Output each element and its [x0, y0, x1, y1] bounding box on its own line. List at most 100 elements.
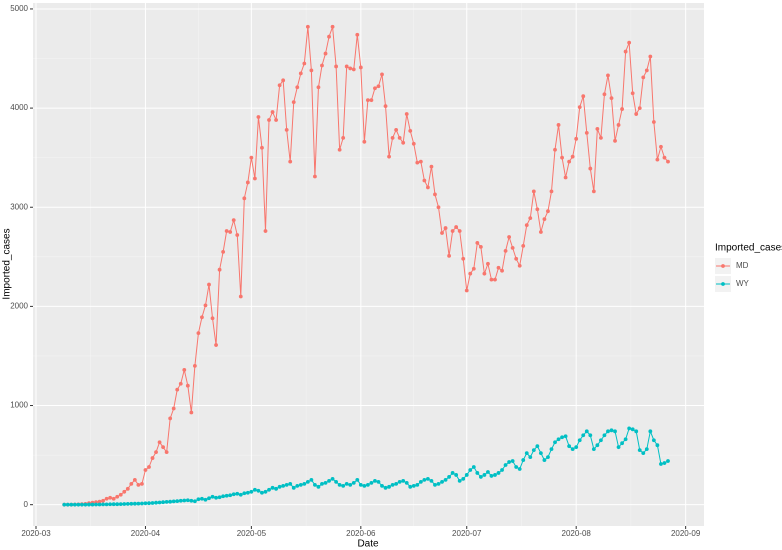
data-point: [457, 478, 462, 483]
data-point: [507, 235, 512, 239]
legend-label: WY: [736, 279, 750, 288]
data-point: [221, 249, 226, 254]
data-point: [245, 490, 250, 495]
data-point: [464, 473, 469, 477]
data-point: [143, 501, 148, 506]
data-point: [111, 496, 116, 501]
x-tick-label: 2020-08: [562, 529, 592, 538]
data-point: [581, 94, 586, 99]
data-point: [538, 451, 543, 456]
data-point: [546, 455, 550, 459]
data-point: [104, 496, 109, 501]
data-point: [302, 61, 307, 66]
data-point: [591, 189, 596, 194]
x-axis-title: Date: [357, 539, 379, 550]
data-point: [422, 178, 427, 183]
data-point: [503, 463, 508, 467]
data-point: [387, 154, 391, 159]
data-point: [531, 189, 536, 194]
data-point: [577, 105, 582, 110]
data-point: [362, 139, 367, 144]
data-point: [291, 100, 296, 105]
data-point: [535, 444, 540, 449]
data-point: [651, 120, 656, 124]
data-point: [482, 271, 487, 276]
data-point: [118, 502, 123, 506]
data-point: [330, 24, 335, 29]
data-point: [185, 498, 190, 503]
data-point: [373, 478, 377, 483]
y-tick-label: 2000: [10, 301, 28, 310]
data-point: [616, 445, 621, 450]
data-point: [69, 502, 74, 507]
data-point: [655, 443, 660, 448]
data-point: [260, 490, 264, 495]
x-tick-label: 2020-09: [671, 529, 701, 538]
data-point: [281, 483, 286, 488]
data-point: [192, 363, 197, 368]
data-point: [641, 75, 646, 80]
data-point: [207, 496, 211, 501]
data-point: [136, 501, 141, 506]
data-point: [390, 135, 395, 140]
data-point: [309, 68, 314, 73]
data-point: [556, 123, 561, 127]
data-point: [599, 438, 603, 443]
data-point: [249, 489, 254, 494]
x-tick-label: 2020-04: [131, 529, 161, 538]
data-point: [556, 437, 561, 442]
data-point: [401, 478, 406, 483]
data-point: [129, 481, 134, 486]
data-point: [295, 483, 300, 488]
data-point: [231, 492, 236, 497]
data-point: [461, 256, 466, 261]
data-point: [535, 207, 540, 212]
data-point: [426, 477, 430, 481]
data-point: [447, 475, 451, 479]
data-point: [369, 98, 374, 103]
data-point: [553, 147, 557, 152]
data-point: [563, 175, 568, 180]
data-point: [323, 51, 328, 56]
data-point: [288, 481, 293, 486]
data-point: [457, 229, 462, 233]
data-point: [390, 482, 395, 487]
data-point: [380, 483, 384, 488]
data-point: [157, 440, 162, 445]
data-point: [563, 434, 568, 439]
data-point: [408, 484, 413, 489]
data-point: [560, 155, 564, 160]
data-point: [284, 482, 289, 487]
data-point: [584, 130, 589, 135]
legend-label: MD: [736, 261, 749, 270]
data-point: [256, 115, 261, 119]
data-point: [542, 217, 547, 222]
data-point: [224, 229, 229, 233]
data-point: [281, 78, 286, 83]
data-point: [553, 440, 557, 445]
data-point: [263, 229, 268, 233]
data-point: [549, 447, 554, 452]
data-point: [164, 450, 169, 455]
data-point: [238, 492, 243, 497]
data-point: [602, 433, 607, 438]
data-point: [157, 500, 162, 505]
data-point: [115, 502, 120, 507]
data-point: [108, 495, 113, 500]
data-point: [404, 480, 409, 485]
data-point: [397, 479, 402, 484]
data-point: [567, 159, 572, 164]
data-point: [178, 381, 183, 386]
data-point: [62, 502, 67, 507]
data-point: [641, 451, 646, 456]
data-point: [397, 135, 402, 140]
data-point: [214, 343, 218, 347]
data-point: [404, 112, 409, 116]
data-point: [521, 458, 526, 462]
data-point: [263, 489, 268, 494]
data-point: [623, 437, 628, 442]
data-point: [122, 489, 127, 494]
data-point: [164, 500, 169, 504]
data-point: [514, 256, 519, 261]
